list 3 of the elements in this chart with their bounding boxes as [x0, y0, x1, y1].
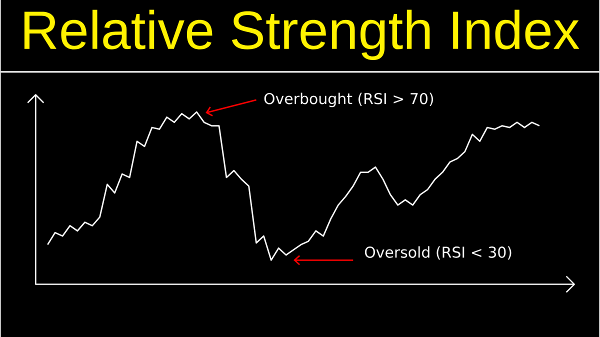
chart-title: Relative Strength Index — [24, 10, 580, 60]
text: Overbought (RSI > 70) — [264, 92, 434, 108]
annotation: Oversold (RSI < 30) — [364, 246, 512, 260]
